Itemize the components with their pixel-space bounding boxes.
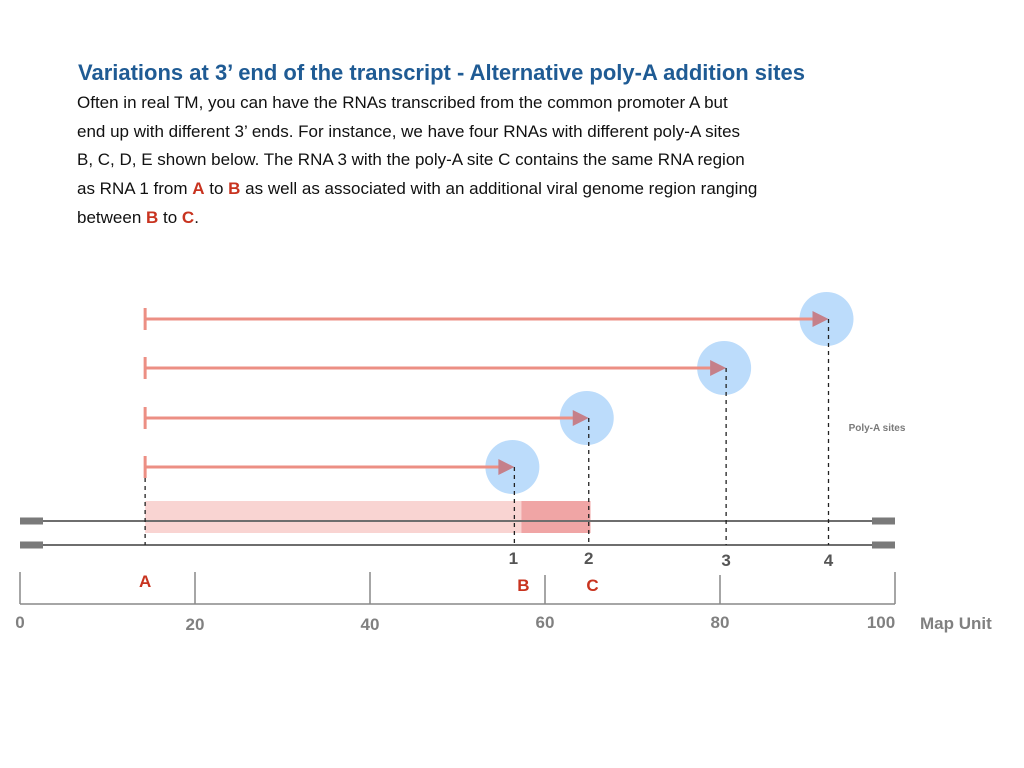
poly-a-site-number: 2 bbox=[584, 549, 593, 568]
map-unit-label: Map Unit bbox=[920, 614, 992, 633]
genome-end-cap-left bbox=[20, 541, 43, 549]
genome-end-cap-right bbox=[872, 541, 895, 549]
highlight-letter: B bbox=[146, 207, 159, 227]
region-b-to-c bbox=[521, 501, 591, 533]
site-label-b: B bbox=[517, 576, 529, 595]
map-scale-tick-label: 40 bbox=[361, 615, 380, 634]
paragraph-text: to bbox=[158, 207, 182, 227]
map-scale-tick-label: 20 bbox=[186, 615, 205, 634]
region-a-to-b bbox=[145, 501, 522, 533]
paragraph-text: end up with different 3’ ends. For insta… bbox=[77, 121, 741, 141]
genome-end-cap-right bbox=[872, 517, 895, 525]
paragraph-text: as well as associated with an additional… bbox=[240, 179, 758, 199]
transcript-arrowhead bbox=[498, 459, 515, 475]
highlight-letter: C bbox=[181, 207, 195, 227]
paragraph-text: between bbox=[77, 207, 146, 227]
description-paragraph: Often in real TM, you can have the RNAs … bbox=[77, 89, 957, 233]
highlight-letter: B bbox=[228, 179, 241, 199]
site-label-c: C bbox=[586, 576, 598, 595]
poly-a-sites-label: Poly-A sites bbox=[849, 423, 906, 434]
paragraph-text: as RNA 1 from bbox=[77, 179, 193, 199]
transcript-arrowhead bbox=[572, 410, 589, 426]
transcript-arrowhead bbox=[710, 360, 727, 376]
genome-end-cap-left bbox=[20, 517, 43, 525]
paragraph-text: Often in real TM, you can have the RNAs … bbox=[77, 93, 728, 112]
slide-title: Variations at 3’ end of the transcript -… bbox=[78, 60, 805, 85]
transcript-arrowhead bbox=[812, 311, 829, 327]
poly-a-site-number: 4 bbox=[824, 551, 834, 570]
paragraph-text: . bbox=[194, 207, 199, 227]
paragraph-text: to bbox=[204, 179, 229, 199]
map-scale-tick-label: 0 bbox=[15, 613, 24, 632]
highlight-letter: A bbox=[192, 179, 205, 199]
map-scale-tick-label: 80 bbox=[711, 613, 730, 632]
poly-a-site-number: 3 bbox=[721, 551, 730, 570]
map-scale-tick-label: 60 bbox=[536, 613, 555, 632]
poly-a-site-number: 1 bbox=[509, 549, 518, 568]
promoter-label-a: A bbox=[139, 572, 151, 591]
paragraph-text: B, C, D, E shown below. The RNA 3 with t… bbox=[77, 150, 745, 170]
map-scale-tick-label: 100 bbox=[867, 613, 895, 632]
